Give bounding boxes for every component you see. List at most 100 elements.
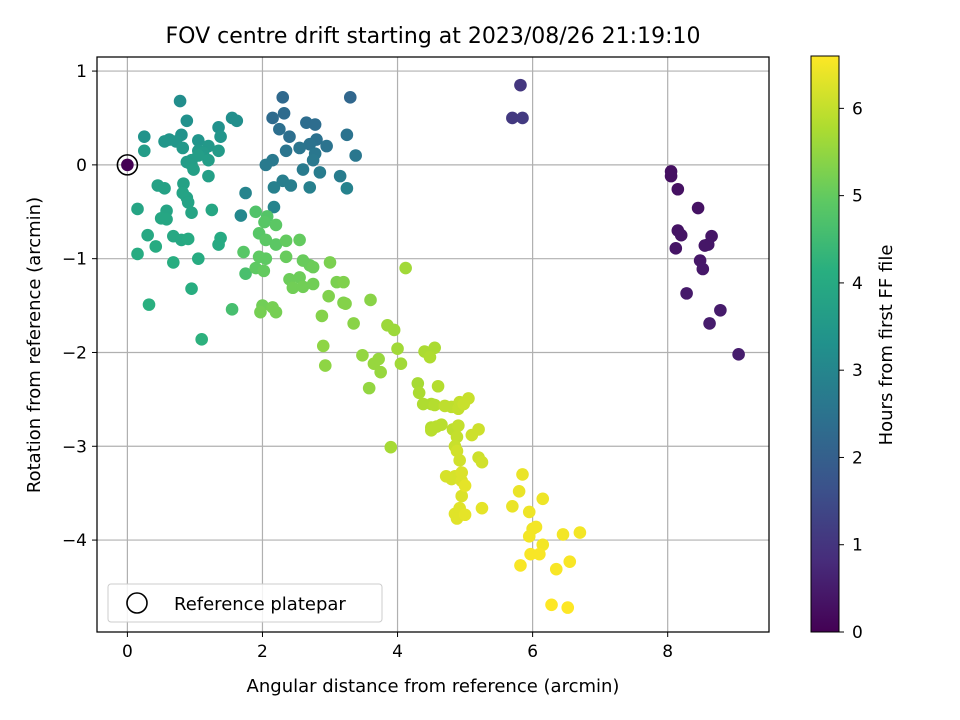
data-point [296, 163, 310, 176]
y-axis-label: Rotation from reference (arcmin) [24, 197, 45, 493]
data-point [364, 293, 377, 307]
data-point [306, 153, 320, 167]
data-point [160, 212, 173, 226]
x-tick-label: 0 [122, 642, 133, 662]
data-point [691, 201, 705, 215]
data-point [356, 348, 369, 362]
data-point [212, 144, 225, 158]
data-point [149, 240, 163, 253]
data-point [435, 418, 448, 431]
data-point [428, 341, 441, 355]
data-point [142, 298, 156, 311]
data-point [322, 289, 335, 303]
data-point [192, 149, 205, 162]
data-point [230, 114, 244, 128]
data-point [131, 202, 144, 216]
colorbar-tick-label: 1 [852, 536, 863, 556]
data-point [475, 501, 489, 515]
legend-box [107, 583, 383, 623]
data-point [212, 238, 225, 251]
data-point [176, 141, 190, 155]
data-point [561, 601, 575, 614]
data-point [185, 282, 198, 295]
data-point [234, 209, 248, 222]
data-point [339, 297, 352, 310]
data-point [516, 111, 529, 125]
data-point [664, 169, 678, 183]
data-point [431, 379, 445, 393]
colorbar-tick-label: 5 [852, 187, 863, 207]
x-axis-ticks: 0 2 4 6 8 [122, 632, 673, 662]
data-point [306, 260, 320, 274]
data-point [394, 357, 408, 371]
data-point [259, 233, 273, 247]
data-point [674, 228, 688, 242]
colorbar-tick-label: 3 [852, 361, 863, 381]
data-point [181, 232, 195, 246]
data-point [340, 182, 354, 195]
legend-marker-icon [126, 592, 148, 614]
colorbar-tick-label: 6 [852, 99, 863, 119]
legend: Reference platepar [107, 583, 383, 623]
x-tick-label: 6 [527, 642, 538, 662]
data-point [349, 149, 362, 162]
y-tick-label: −3 [62, 437, 87, 457]
y-axis-ticks: −4 −3 −2 −1 0 1 [62, 62, 97, 551]
data-point [141, 228, 154, 242]
data-point [323, 256, 337, 269]
data-point [306, 277, 320, 291]
data-point [425, 424, 438, 437]
colorbar-tick-label: 2 [852, 448, 863, 468]
data-point [671, 182, 685, 196]
data-point [308, 118, 322, 131]
data-point [374, 365, 387, 379]
data-point [573, 526, 587, 539]
data-point [269, 218, 283, 232]
data-point [391, 342, 404, 356]
data-point [563, 555, 577, 568]
data-point [277, 106, 291, 120]
data-point [279, 144, 293, 158]
reference-marker-layer [116, 154, 139, 176]
colorbar-label: Hours from first FF file [876, 245, 897, 446]
y-tick-label: 1 [76, 62, 87, 82]
reference-point-fill [121, 158, 134, 172]
data-point [202, 169, 215, 183]
data-point [181, 196, 195, 209]
data-point [192, 134, 205, 147]
data-point [387, 323, 401, 337]
data-point [458, 479, 472, 492]
data-point [187, 163, 200, 176]
data-point [529, 520, 543, 534]
data-point [137, 130, 151, 144]
data-point [257, 264, 271, 278]
data-point [384, 440, 398, 454]
data-point [445, 472, 458, 486]
data-point [399, 261, 412, 275]
data-point [315, 309, 329, 323]
data-point [412, 386, 426, 400]
data-point [333, 169, 347, 183]
data-point [185, 206, 198, 220]
data-point [239, 267, 252, 280]
data-point [254, 305, 267, 319]
data-point [173, 94, 187, 108]
data-point [212, 121, 225, 134]
data-point [249, 205, 263, 219]
data-point [303, 137, 317, 151]
y-tick-label: −1 [62, 250, 87, 270]
data-point [259, 252, 273, 265]
data-point [506, 500, 519, 513]
data-point [475, 455, 489, 469]
data-point [316, 339, 330, 353]
data-point [279, 234, 293, 248]
data-point [237, 245, 250, 259]
data-point [177, 177, 190, 190]
data-point [276, 91, 290, 104]
data-point [472, 423, 485, 436]
data-point [180, 114, 194, 128]
data-point [452, 419, 465, 432]
data-point [320, 139, 333, 153]
x-tick-label: 2 [257, 642, 268, 662]
data-point [506, 111, 519, 125]
